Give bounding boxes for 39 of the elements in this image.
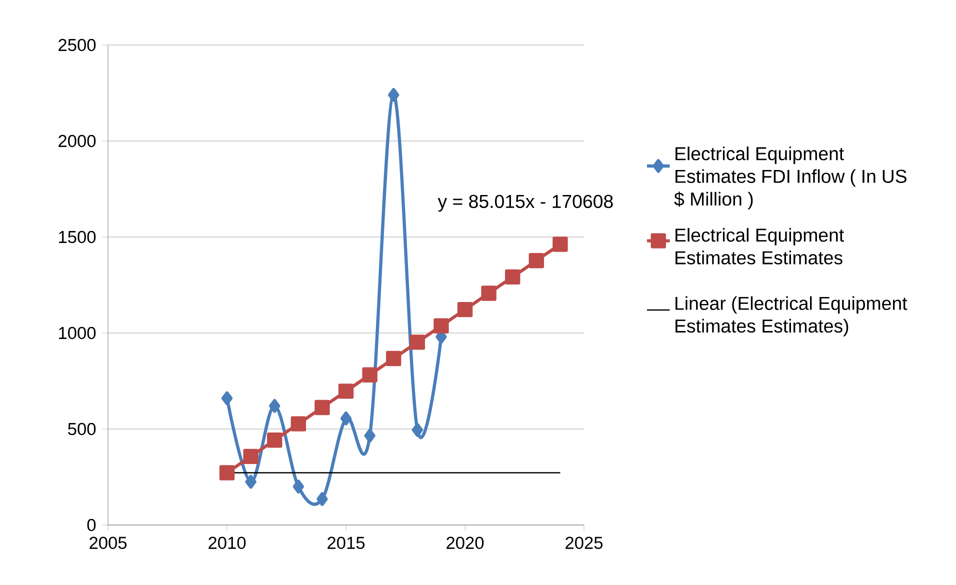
point (267, 432, 282, 448)
annotation: y = 85.015x - 170608 (438, 194, 613, 212)
point (219, 465, 235, 480)
x-tick-label: 2025 (566, 536, 603, 549)
point (316, 492, 328, 506)
point (221, 391, 233, 406)
point (410, 334, 425, 350)
y-tick-label: 1500 (59, 230, 96, 244)
legend-label: Linear (Electrical Equipment Estimates Estimates) (676, 296, 908, 336)
point (481, 286, 496, 301)
point (290, 416, 306, 432)
point (338, 384, 354, 399)
legend-label: Electrical Equipment Estimates FDI Inflow ( In US $ Million ) (674, 146, 906, 210)
point (269, 399, 280, 413)
point (292, 480, 304, 494)
y-tick-label: 1000 (59, 326, 96, 340)
x-tick-label: 2005 (90, 536, 127, 549)
y-tick-label: 0 (87, 518, 96, 532)
point (314, 400, 330, 416)
point (362, 367, 378, 382)
x-tick-label: 2015 (328, 536, 365, 549)
point (340, 411, 352, 426)
y-tick-label: 2500 (58, 38, 96, 52)
point (457, 302, 473, 318)
point (364, 428, 376, 443)
point (243, 448, 258, 464)
point (552, 236, 568, 252)
point (412, 423, 424, 437)
point (528, 253, 544, 268)
point (434, 318, 449, 334)
point (388, 88, 400, 102)
point (245, 474, 256, 489)
point (386, 350, 402, 366)
y-tick-label: 500 (68, 422, 96, 436)
x-tick-label: 2010 (208, 536, 246, 549)
point (505, 269, 520, 285)
legend-label: Electrical Equipment Estimates Estimates (676, 228, 844, 264)
y-tick-label: 2000 (58, 134, 96, 148)
x-tick-label: 2020 (446, 536, 484, 549)
